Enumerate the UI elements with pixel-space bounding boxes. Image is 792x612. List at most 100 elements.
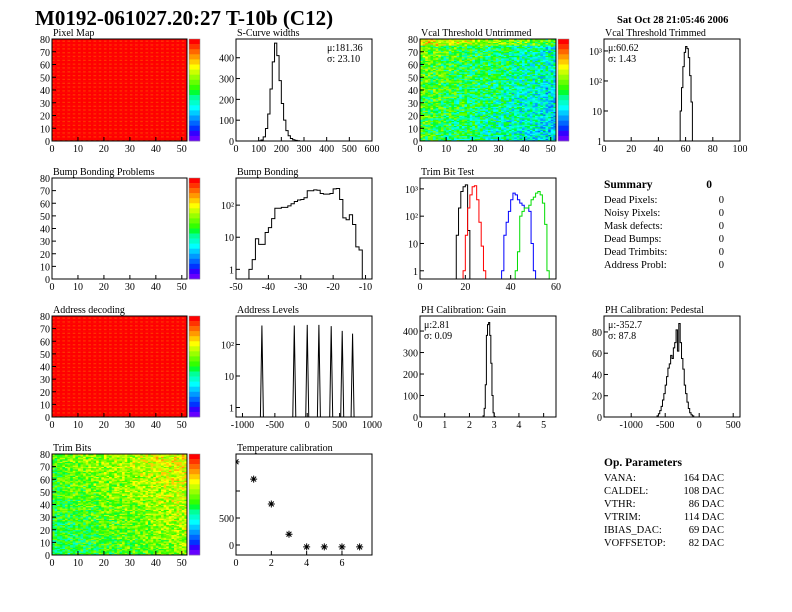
heatmap-cell — [422, 73, 426, 75]
heatmap-cell — [174, 126, 177, 129]
heatmap-cell — [98, 47, 102, 50]
heatmap-cell — [80, 74, 84, 77]
heatmap-cell — [57, 63, 61, 65]
heatmap-cell — [430, 61, 434, 64]
heatmap-cell — [98, 63, 102, 65]
heatmap-cell — [106, 84, 110, 87]
heatmap-cell — [427, 135, 431, 138]
heatmap-cell — [161, 51, 164, 54]
heatmap-cell — [103, 63, 107, 65]
heatmap-cell — [179, 109, 183, 111]
heatmap-cell — [435, 130, 439, 133]
heatmap-cell — [122, 107, 125, 110]
heatmap-cell — [59, 133, 63, 135]
heatmap-cell — [124, 44, 128, 46]
heatmap-cell — [427, 137, 431, 139]
heatmap-cell — [158, 139, 162, 141]
heatmap-cell — [181, 77, 185, 79]
heatmap-cell — [135, 126, 138, 129]
heatmap-cell — [422, 91, 426, 93]
heatmap-cell — [72, 64, 76, 67]
heatmap-cell — [124, 42, 128, 45]
heatmap-cell — [124, 72, 128, 74]
heatmap-cell — [114, 79, 118, 82]
heatmap-cell — [129, 110, 133, 112]
heatmap-cell — [137, 88, 141, 91]
heatmap-cell — [425, 39, 429, 41]
heatmap-cell — [83, 49, 87, 51]
heatmap-cell — [59, 119, 63, 121]
heatmap-cell — [111, 95, 115, 97]
heatmap-cell — [54, 41, 58, 44]
heatmap-cell — [109, 109, 113, 111]
heatmap-cell — [135, 134, 138, 137]
heatmap-cell — [109, 64, 113, 67]
heatmap-cell — [179, 45, 183, 47]
heatmap-cell — [83, 118, 87, 120]
heatmap-cell — [129, 63, 133, 65]
heatmap-cell — [135, 51, 138, 54]
heatmap-cell — [150, 124, 154, 126]
heatmap-cell — [163, 98, 167, 101]
heatmap-cell — [57, 93, 61, 96]
heatmap-cell — [109, 93, 113, 96]
heatmap-cell — [57, 120, 61, 123]
heatmap-cell — [62, 45, 66, 47]
heatmap-cell — [124, 73, 128, 75]
heatmap-cell — [72, 45, 76, 47]
heatmap-cell — [64, 119, 68, 121]
heatmap-cell — [181, 75, 185, 78]
heatmap-cell — [111, 87, 115, 90]
heatmap-cell — [80, 105, 84, 107]
heatmap-cell — [129, 82, 133, 84]
heatmap-cell — [163, 39, 167, 41]
heatmap-cell — [70, 126, 74, 129]
heatmap-cell — [124, 75, 128, 78]
heatmap-cell — [90, 88, 94, 91]
heatmap-cell — [137, 109, 141, 111]
heatmap-cell — [137, 81, 141, 83]
heatmap-cell — [150, 93, 154, 96]
heatmap-cell — [137, 87, 141, 90]
heatmap-cell — [129, 53, 133, 55]
heatmap-cell — [422, 101, 426, 104]
heatmap-cell — [155, 121, 159, 124]
heatmap-cell — [168, 125, 172, 128]
heatmap-cell — [124, 134, 128, 137]
heatmap-cell — [67, 74, 71, 77]
heatmap-cell — [54, 138, 58, 141]
heatmap-cell — [98, 124, 102, 126]
heatmap-cell — [77, 77, 81, 79]
heatmap-cell — [106, 51, 110, 54]
heatmap-cell — [150, 132, 154, 134]
heatmap-cell — [425, 58, 429, 60]
heatmap-cell — [85, 74, 89, 77]
color-scale-swatch — [189, 79, 200, 86]
heatmap-cell — [420, 120, 423, 123]
heatmap-cell — [420, 132, 423, 134]
heatmap-cell — [96, 102, 100, 105]
heatmap-cell — [111, 49, 115, 51]
heatmap-cell — [427, 60, 431, 63]
heatmap-cell — [129, 79, 133, 82]
heatmap-cell — [67, 110, 71, 112]
heatmap-cell — [124, 86, 128, 88]
heatmap-cell — [438, 64, 442, 67]
heatmap-cell — [72, 105, 76, 107]
heatmap-cell — [77, 120, 81, 123]
heatmap-cell — [181, 55, 185, 58]
heatmap-cell — [64, 139, 68, 141]
heatmap-cell — [135, 81, 138, 83]
heatmap-cell — [430, 45, 434, 47]
heatmap-cell — [101, 58, 105, 60]
heatmap-cell — [422, 118, 426, 120]
heatmap-cell — [119, 95, 123, 97]
heatmap-cell — [64, 111, 68, 114]
heatmap-cell — [179, 128, 183, 130]
heatmap-cell — [98, 95, 102, 97]
heatmap-cell — [59, 74, 63, 77]
heatmap-cell — [72, 65, 76, 68]
heatmap-cell — [168, 58, 172, 60]
heatmap-cell — [93, 133, 97, 135]
heatmap-cell — [168, 54, 172, 56]
